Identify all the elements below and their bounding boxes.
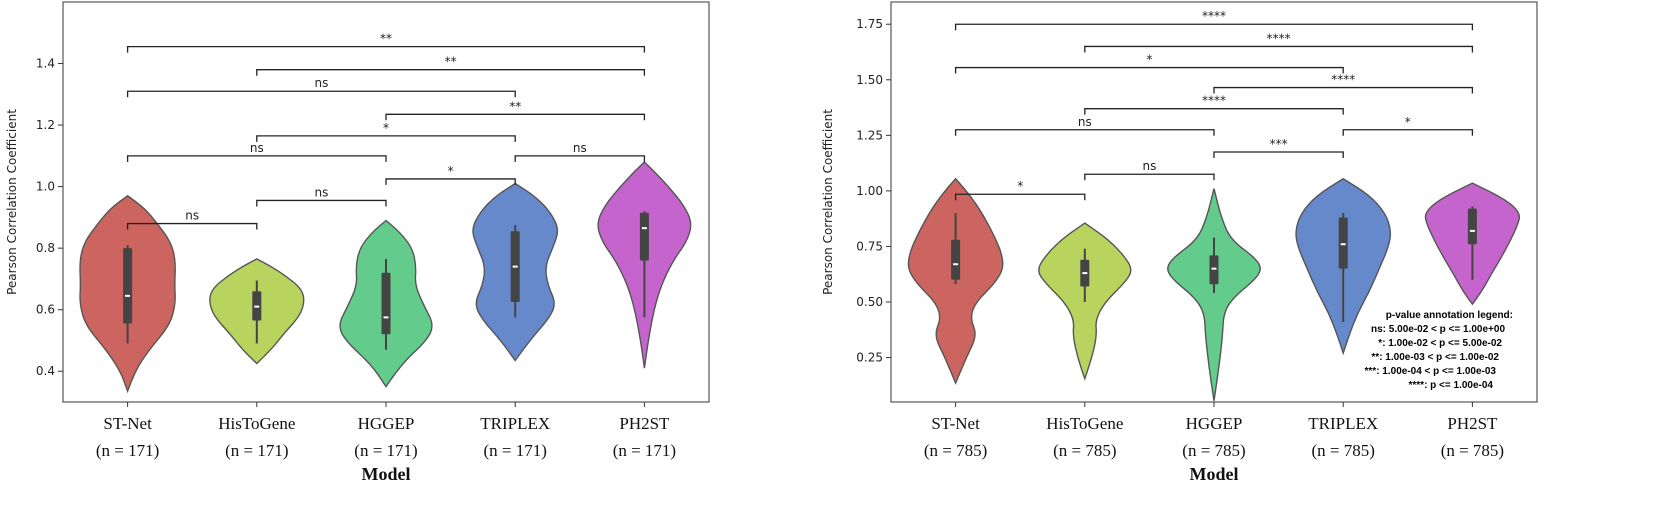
pvalue-legend-line: *: 1.00e-02 < p <= 5.00e-02 <box>1378 338 1502 349</box>
y-axis-label: Pearson Correlation Coefficient <box>5 109 19 295</box>
x-tick-count: (n = 171) <box>96 441 159 460</box>
pvalue-legend-line: ns: 5.00e-02 < p <= 1.00e+00 <box>1371 324 1505 335</box>
y-tick-label: 1.0 <box>36 180 55 194</box>
y-tick-label: 1.00 <box>856 184 883 198</box>
significance-label: ns <box>250 141 264 155</box>
significance-label: * <box>1405 115 1411 129</box>
violin-iqr-box <box>639 212 649 261</box>
x-axis-label: Model <box>362 464 411 484</box>
x-tick-count: (n = 171) <box>354 441 417 460</box>
significance-label: **** <box>1331 73 1355 87</box>
significance-bracket <box>1084 173 1215 181</box>
significance-bracket <box>126 90 516 98</box>
x-tick-label: PH2ST <box>619 414 670 433</box>
significance-label: * <box>448 164 454 178</box>
y-tick-label: 1.75 <box>856 17 883 31</box>
left-violin-panel: 0.4 0.6 0.8 1.0 1.2 1.4 Pearson Correlation Co… <box>5 1 710 484</box>
significance-bracket <box>954 129 1215 136</box>
significance-label: ** <box>380 32 392 46</box>
pvalue-legend-line: ***: 1.00e-04 < p <= 1.00e-03 <box>1365 366 1497 377</box>
violin-iqr-box <box>1209 255 1219 285</box>
significance-bracket <box>385 113 646 121</box>
x-tick-count: (n = 785) <box>924 441 987 460</box>
significance-bracket <box>1213 151 1344 158</box>
y-tick-label: 0.50 <box>856 295 883 309</box>
significance-label: **** <box>1202 94 1226 108</box>
significance-label: ns <box>1078 115 1092 129</box>
y-tick-label: 0.75 <box>856 239 883 253</box>
significance-bracket <box>256 69 646 76</box>
x-tick-label: HisToGene <box>218 414 295 433</box>
significance-bracket <box>514 155 646 162</box>
significance-label: ns <box>1142 159 1156 173</box>
significance-bracket <box>256 135 516 142</box>
x-tick-label: TRIPLEX <box>480 414 550 433</box>
significance-bracket <box>126 155 387 162</box>
x-tick-label: PH2ST <box>1447 414 1498 433</box>
significance-label: ** <box>509 99 521 113</box>
significance-label: ** <box>445 55 457 69</box>
x-tick-count: (n = 171) <box>225 441 288 460</box>
significance-bracket <box>1213 86 1474 94</box>
significance-label: * <box>383 121 389 135</box>
y-tick-label: 1.25 <box>856 128 883 142</box>
significance-bracket <box>954 23 1474 31</box>
significance-label: ns <box>185 209 199 223</box>
x-tick-label: HisToGene <box>1046 414 1123 433</box>
significance-bracket <box>126 222 258 230</box>
y-tick-label: 0.8 <box>36 241 55 255</box>
significance-bracket <box>1084 108 1344 115</box>
x-tick-label: HGGEP <box>358 414 415 433</box>
x-tick-count: (n = 171) <box>613 441 676 460</box>
x-axis-label: Model <box>1190 464 1239 484</box>
significance-label: **** <box>1267 31 1291 45</box>
x-tick-label: HGGEP <box>1186 414 1243 433</box>
right-violin-panel: 0.25 0.50 0.75 1.00 1.25 1.50 1.75 Pearson Corr… <box>821 1 1538 484</box>
y-tick-label: 1.50 <box>856 73 883 87</box>
significance-label: **** <box>1202 9 1226 23</box>
significance-label: ns <box>573 141 587 155</box>
violin-iqr-box <box>381 272 391 335</box>
x-tick-count: (n = 171) <box>483 441 546 460</box>
violin-iqr-box <box>951 239 961 280</box>
significance-label: *** <box>1270 137 1288 151</box>
x-tick-count: (n = 785) <box>1441 441 1504 460</box>
significance-bracket <box>954 66 1344 74</box>
x-tick-count: (n = 785) <box>1053 441 1116 460</box>
pvalue-legend-line: **: 1.00e-03 < p <= 1.00e-02 <box>1371 352 1499 363</box>
significance-bracket <box>954 193 1086 201</box>
pvalue-legend-line: ****: p <= 1.00e-04 <box>1409 380 1494 391</box>
significance-bracket <box>1342 129 1474 136</box>
violin-iqr-box <box>123 248 133 324</box>
significance-label: ns <box>314 185 328 199</box>
y-tick-label: 0.25 <box>856 351 883 365</box>
x-tick-label: TRIPLEX <box>1308 414 1378 433</box>
x-tick-label: ST-Net <box>931 414 980 433</box>
significance-bracket <box>256 199 387 207</box>
significance-bracket <box>1084 45 1474 53</box>
x-tick-count: (n = 785) <box>1182 441 1245 460</box>
y-tick-label: 0.6 <box>36 303 55 317</box>
pvalue-legend-title: p-value annotation legend: <box>1386 310 1513 321</box>
y-axis-label: Pearson Correlation Coefficient <box>821 109 835 295</box>
violin-iqr-box <box>1338 217 1348 269</box>
significance-label: ns <box>314 76 328 90</box>
significance-label: * <box>1017 179 1023 193</box>
x-tick-count: (n = 785) <box>1311 441 1374 460</box>
significance-bracket <box>385 178 516 185</box>
violin-hggep <box>1167 188 1261 402</box>
x-tick-label: ST-Net <box>103 414 152 433</box>
y-tick-label: 1.4 <box>36 57 55 71</box>
y-tick-label: 0.4 <box>36 364 55 378</box>
violin-iqr-box <box>1467 208 1477 245</box>
y-tick-label: 1.2 <box>36 118 55 132</box>
significance-label: * <box>1146 53 1152 67</box>
significance-bracket <box>126 45 646 53</box>
